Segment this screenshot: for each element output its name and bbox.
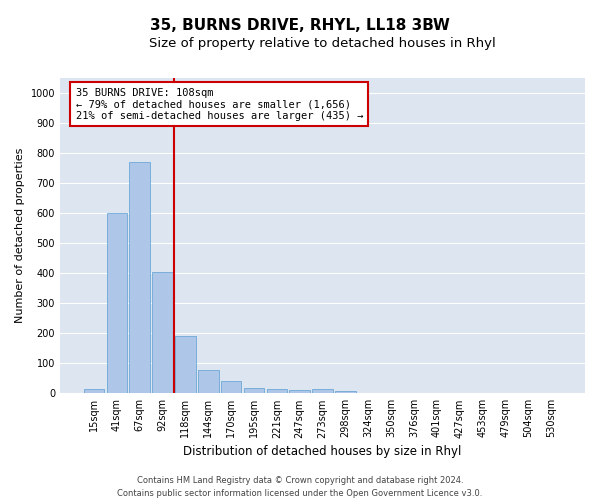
Bar (107, 213, 127, 394)
Bar (221, 382, 241, 394)
Y-axis label: Number of detached properties: Number of detached properties (15, 148, 25, 324)
Bar (175, 336, 196, 394)
Text: Contains HM Land Registry data © Crown copyright and database right 2024.
Contai: Contains HM Land Registry data © Crown c… (118, 476, 482, 498)
Bar (335, 391, 356, 394)
Bar (130, 162, 150, 394)
Bar (244, 388, 264, 394)
Bar (198, 370, 218, 394)
X-axis label: Distribution of detached houses by size in Rhyl: Distribution of detached houses by size … (183, 444, 461, 458)
Text: 35 BURNS DRIVE: 108sqm
← 79% of detached houses are smaller (1,656)
21% of semi-: 35 BURNS DRIVE: 108sqm ← 79% of detached… (76, 88, 363, 120)
Bar (312, 389, 333, 394)
Text: 35, BURNS DRIVE, RHYL, LL18 3BW: 35, BURNS DRIVE, RHYL, LL18 3BW (150, 18, 450, 32)
Bar (289, 390, 310, 394)
Title: Size of property relative to detached houses in Rhyl: Size of property relative to detached ho… (149, 38, 496, 51)
Bar (84, 389, 104, 394)
Bar (152, 272, 173, 394)
Bar (266, 389, 287, 394)
